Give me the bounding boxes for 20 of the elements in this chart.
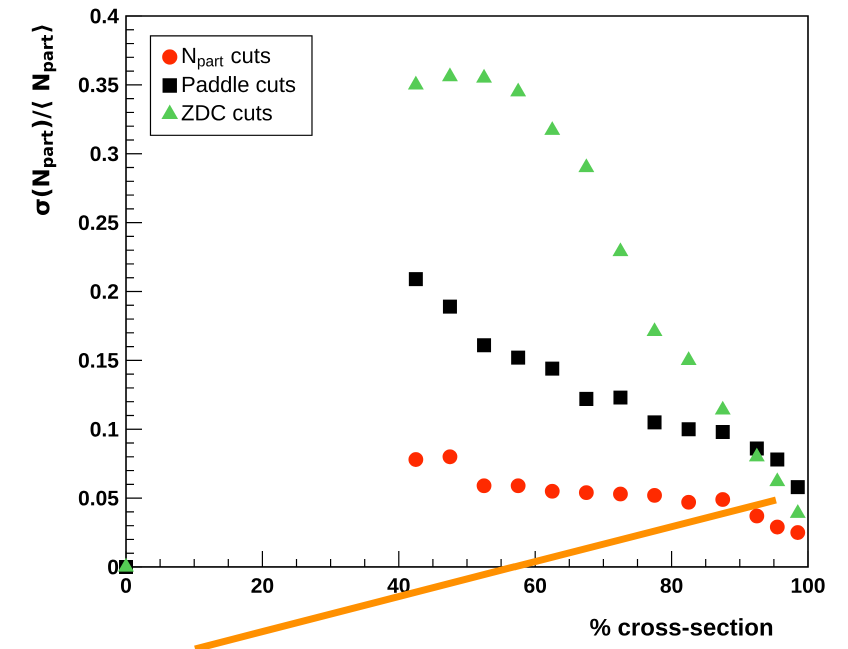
y-tick-label: 0.1 <box>90 422 118 437</box>
y-tick-label: 0.05 <box>78 490 118 506</box>
x-tick-label: 20 <box>251 578 274 593</box>
y-tick-label: 0.4 <box>90 8 119 24</box>
legend-label: Paddle cuts <box>182 76 296 92</box>
x-tick-label: 0 <box>120 578 131 593</box>
y-tick-label: 0.2 <box>90 284 118 299</box>
legend-label: N$_{part}$ cuts <box>182 48 270 70</box>
legend-label: ZDC cuts <box>182 104 272 121</box>
x-tick-label: 60 <box>524 578 546 593</box>
x-tick-label: 80 <box>660 578 682 593</box>
x-axis-title: % cross-section <box>590 618 772 636</box>
y-tick-label: 0.3 <box>90 146 118 162</box>
y-tick-label: 0 <box>108 560 118 574</box>
y-tick-label: 0.15 <box>78 352 118 368</box>
x-tick-label: 100 <box>792 578 825 593</box>
x-tick-label: 40 <box>387 578 410 593</box>
y-tick-label: 0.25 <box>78 215 118 230</box>
y-axis-title: σ(N$_{part}$)/⟨ N$_{part}$⟩ <box>32 25 56 216</box>
y-tick-label: 0.35 <box>78 77 118 92</box>
